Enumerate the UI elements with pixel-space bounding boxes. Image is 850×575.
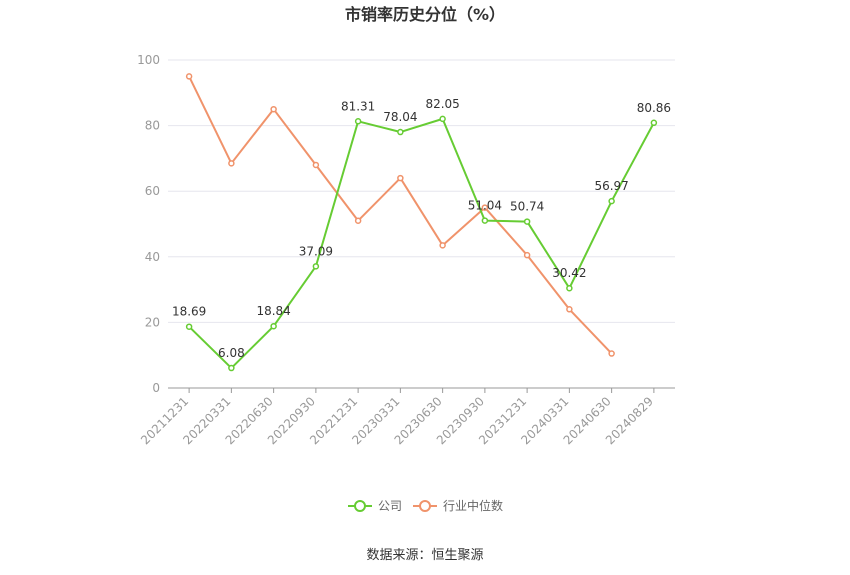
legend-item-company[interactable]: 公司 <box>348 499 402 513</box>
legend-industry-label: 行业中位数 <box>443 498 503 513</box>
data-point-company[interactable] <box>650 119 658 127</box>
legend-company-marker <box>354 500 366 512</box>
data-point-industry[interactable] <box>312 161 320 169</box>
series-line-company <box>188 117 655 370</box>
legend[interactable]: 公司 行业中位数 <box>348 498 503 513</box>
data-label: 30.42 <box>552 266 586 280</box>
legend-company-label: 公司 <box>378 499 402 513</box>
data-label: 6.08 <box>218 346 245 360</box>
data-label: 18.69 <box>172 305 206 319</box>
data-label: 78.04 <box>383 110 417 124</box>
data-label: 51.04 <box>468 199 502 213</box>
data-point-industry[interactable] <box>185 73 193 80</box>
y-tick-label: 40 <box>145 250 160 264</box>
y-axis: 0 20 40 60 80 100 <box>137 53 160 395</box>
data-label: 80.86 <box>637 101 671 115</box>
y-tick-label: 60 <box>145 184 160 198</box>
data-label: 18.84 <box>256 304 290 318</box>
data-point-industry[interactable] <box>566 306 573 313</box>
data-point-company[interactable] <box>354 118 362 125</box>
data-point-industry[interactable] <box>354 217 362 224</box>
data-point-company[interactable] <box>228 364 235 372</box>
data-label: 56.97 <box>594 179 628 193</box>
legend-industry-marker <box>419 500 431 512</box>
data-point-company[interactable] <box>481 217 489 224</box>
data-point-industry[interactable] <box>397 174 404 182</box>
data-point-industry[interactable] <box>481 204 489 211</box>
data-point-company[interactable] <box>439 115 446 123</box>
y-tick-label: 20 <box>145 315 160 329</box>
data-point-company[interactable] <box>608 197 615 205</box>
source-note: 数据来源：恒生聚源 <box>366 548 483 563</box>
data-point-company[interactable] <box>397 128 404 136</box>
data-point-company[interactable] <box>312 263 320 270</box>
chart-title: 市销率历史分位（%） <box>345 5 505 24</box>
data-point-company[interactable] <box>566 284 573 292</box>
y-tick-label: 0 <box>152 381 160 395</box>
series-company: 18.69 6.08 18.84 37.09 81.31 78.04 82.05 51.04 5… <box>172 97 671 372</box>
grid <box>168 59 675 323</box>
data-point-company[interactable] <box>185 323 193 330</box>
y-tick-label: 100 <box>137 53 160 67</box>
data-label: 37.09 <box>299 244 333 258</box>
data-point-company[interactable] <box>270 322 277 330</box>
data-label: 81.31 <box>341 99 375 113</box>
data-point-industry[interactable] <box>523 251 531 259</box>
data-label: 50.74 <box>510 200 544 214</box>
data-point-industry[interactable] <box>228 160 235 167</box>
y-tick-label: 80 <box>145 119 160 133</box>
data-point-company[interactable] <box>523 218 531 225</box>
data-point-industry[interactable] <box>270 105 277 113</box>
legend-item-industry[interactable]: 行业中位数 <box>413 498 503 513</box>
series: 18.69 6.08 18.84 37.09 81.31 78.04 82.05 51.04 5… <box>172 73 671 372</box>
data-point-industry[interactable] <box>439 242 446 249</box>
data-label: 82.05 <box>425 97 459 111</box>
series-industry <box>185 73 615 357</box>
data-point-industry[interactable] <box>608 350 615 357</box>
x-axis: 2021123120220331202206302022093020221231… <box>138 387 675 447</box>
